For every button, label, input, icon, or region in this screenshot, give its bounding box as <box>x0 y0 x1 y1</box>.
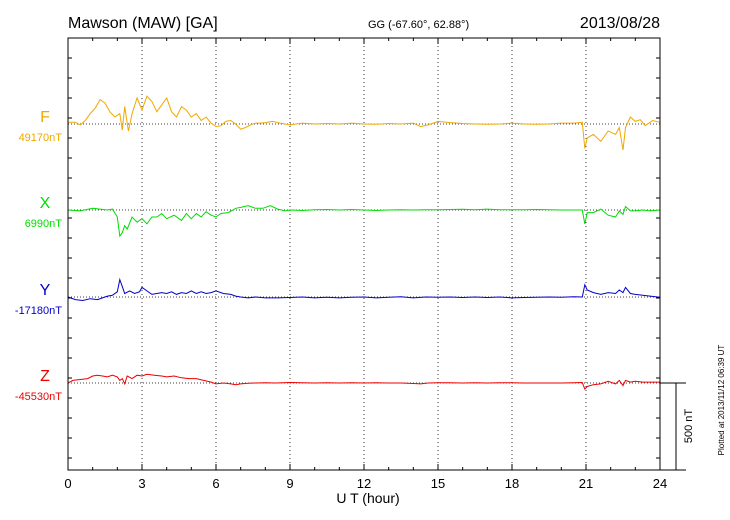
series-baseline-label-f: 49170nT <box>19 132 63 144</box>
series-labels: F 49170nT X 6990nT Y -17180nT Z -45530nT <box>15 109 62 403</box>
x-tick-label: 21 <box>579 476 593 491</box>
x-tick-label: 15 <box>431 476 445 491</box>
x-tick-label: 9 <box>286 476 293 491</box>
x-tick-label: 3 <box>138 476 145 491</box>
x-tick-label: 18 <box>505 476 519 491</box>
series-baseline-label-y: -17180nT <box>15 305 62 317</box>
x-axis-ticks: 0 3 6 9 12 15 18 21 24 <box>64 38 667 491</box>
series-baseline-label-z: -45530nT <box>15 391 62 403</box>
grid-lines <box>141 38 587 470</box>
chart-date: 2013/08/28 <box>580 15 660 32</box>
series-name-x: X <box>40 195 51 212</box>
series-name-y: Y <box>40 282 51 299</box>
series-line-y <box>67 277 661 302</box>
series-baseline-label-x: 6990nT <box>25 218 63 230</box>
series-name-f: F <box>40 109 50 126</box>
chart-subtitle: GG (-67.60°, 62.88°) <box>368 19 469 31</box>
x-tick-label: 6 <box>212 476 219 491</box>
plot-timestamp: Plotted at 2013/11/12 06:39 UT <box>717 345 726 456</box>
series-line-x <box>67 205 661 238</box>
series-name-z: Z <box>40 368 50 385</box>
chart-title: Mawson (MAW) [GA] <box>68 15 218 32</box>
series-line-z <box>67 373 660 391</box>
x-tick-label: 24 <box>653 476 667 491</box>
x-axis-label: U T (hour) <box>336 490 399 506</box>
series-line-f <box>68 95 661 151</box>
scale-bar-label: 500 nT <box>683 409 695 444</box>
series-lines <box>67 95 661 391</box>
x-tick-label: 0 <box>64 476 71 491</box>
scale-bar: 500 nT <box>660 382 695 471</box>
x-tick-label: 12 <box>357 476 371 491</box>
